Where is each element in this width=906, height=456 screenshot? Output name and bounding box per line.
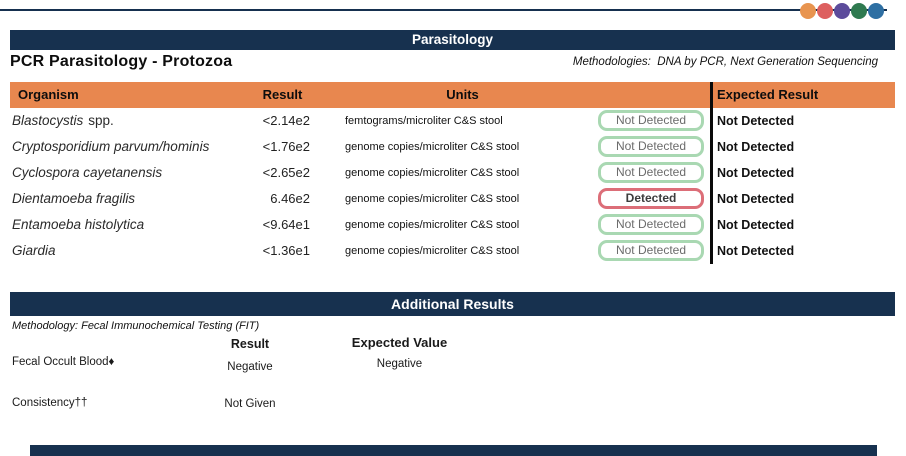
status-badge: Not Detected [598, 214, 704, 235]
table-row: Cyclospora cayetanensis <2.65e2 genome c… [10, 160, 895, 186]
table-row: Cryptosporidium parvum/hominis <1.76e2 g… [10, 134, 895, 160]
organism-genus: Cyclospora cayetanensis [12, 165, 163, 180]
additional-column-header-result: Result [230, 337, 270, 351]
status-badge: Detected [598, 188, 704, 209]
table-row: Blastocystis spp. <2.14e2 femtograms/micr… [10, 108, 895, 134]
result-value: <9.64e1 [262, 217, 310, 232]
brand-dot-orange [800, 3, 816, 19]
organism-rows: Blastocystis spp. <2.14e2 femtograms/micr… [10, 108, 895, 264]
status-badge: Not Detected [598, 110, 704, 131]
organism-genus: Cryptosporidium parvum/hominis [12, 139, 210, 154]
methodologies-note: Methodologies: DNA by PCR, Next Generati… [572, 56, 878, 68]
organism-name: Giardia [12, 238, 61, 264]
organism-name: Cyclospora cayetanensis [12, 160, 167, 186]
additional-row-expected: Negative [376, 358, 423, 370]
table-header-row: Organism Result Units Expected Result [10, 82, 895, 108]
result-value: <1.36e1 [262, 243, 310, 258]
brand-dot-purple [834, 3, 850, 19]
section-banner-parasitology: Parasitology [10, 30, 895, 50]
expected-result-value: Not Detected [717, 114, 795, 128]
expected-result-divider [710, 82, 713, 264]
result-value: <2.65e2 [262, 165, 310, 180]
organism-genus: Blastocystis [12, 113, 84, 128]
expected-result-value: Not Detected [717, 192, 795, 206]
additional-row-result: Not Given [224, 398, 276, 410]
organism-name: Blastocystis spp. [12, 108, 114, 134]
expected-result-value: Not Detected [717, 140, 795, 154]
table-row: Giardia <1.36e1 genome copies/microliter… [10, 238, 895, 264]
column-header-result: Result [262, 87, 303, 102]
units-value: genome copies/microliter C&S stool [345, 141, 520, 153]
additional-column-header-expected-value: Expected Value [351, 335, 448, 350]
status-badge: Not Detected [598, 240, 704, 261]
table-row: Dientamoeba fragilis 6.46e2 genome copie… [10, 186, 895, 212]
brand-dot-blue [868, 3, 884, 19]
expected-result-value: Not Detected [717, 166, 795, 180]
table-row: Entamoeba histolytica <9.64e1 genome cop… [10, 212, 895, 238]
result-value: 6.46e2 [270, 191, 310, 206]
brand-dot-green [851, 3, 867, 19]
additional-row-label: Fecal Occult Blood♦ [12, 356, 115, 368]
column-header-units: Units [446, 87, 479, 102]
units-value: genome copies/microliter C&S stool [345, 245, 520, 257]
section-banner-additional-results: Additional Results [10, 292, 895, 316]
organism-genus: Entamoeba histolytica [12, 217, 145, 232]
organism-name: Cryptosporidium parvum/hominis [12, 134, 214, 160]
result-value: <2.14e2 [262, 113, 310, 128]
report-title: PCR Parasitology - Protozoa [10, 53, 233, 70]
units-value: femtograms/microliter C&S stool [345, 115, 503, 127]
fit-methodology-note: Methodology: Fecal Immunochemical Testin… [12, 320, 260, 332]
organism-genus: Giardia [12, 243, 56, 258]
brand-dot-red [817, 3, 833, 19]
expected-result-value: Not Detected [717, 218, 795, 232]
bottom-rule-bar [30, 445, 877, 456]
organism-name: Dientamoeba fragilis [12, 186, 140, 212]
additional-row-result: Negative [227, 361, 273, 373]
organism-suffix: spp. [88, 113, 114, 128]
status-badge: Not Detected [598, 136, 704, 157]
result-value: <1.76e2 [262, 139, 310, 154]
units-value: genome copies/microliter C&S stool [345, 219, 520, 231]
top-rule-line [0, 9, 887, 11]
units-value: genome copies/microliter C&S stool [345, 193, 520, 205]
units-value: genome copies/microliter C&S stool [345, 167, 520, 179]
status-badge: Not Detected [598, 162, 704, 183]
organism-name: Entamoeba histolytica [12, 212, 149, 238]
expected-result-value: Not Detected [717, 244, 795, 258]
column-header-organism: Organism [18, 87, 79, 102]
additional-row-label: Consistency†† [12, 397, 88, 409]
column-header-expected-result: Expected Result [717, 87, 819, 102]
organism-genus: Dientamoeba fragilis [12, 191, 136, 206]
